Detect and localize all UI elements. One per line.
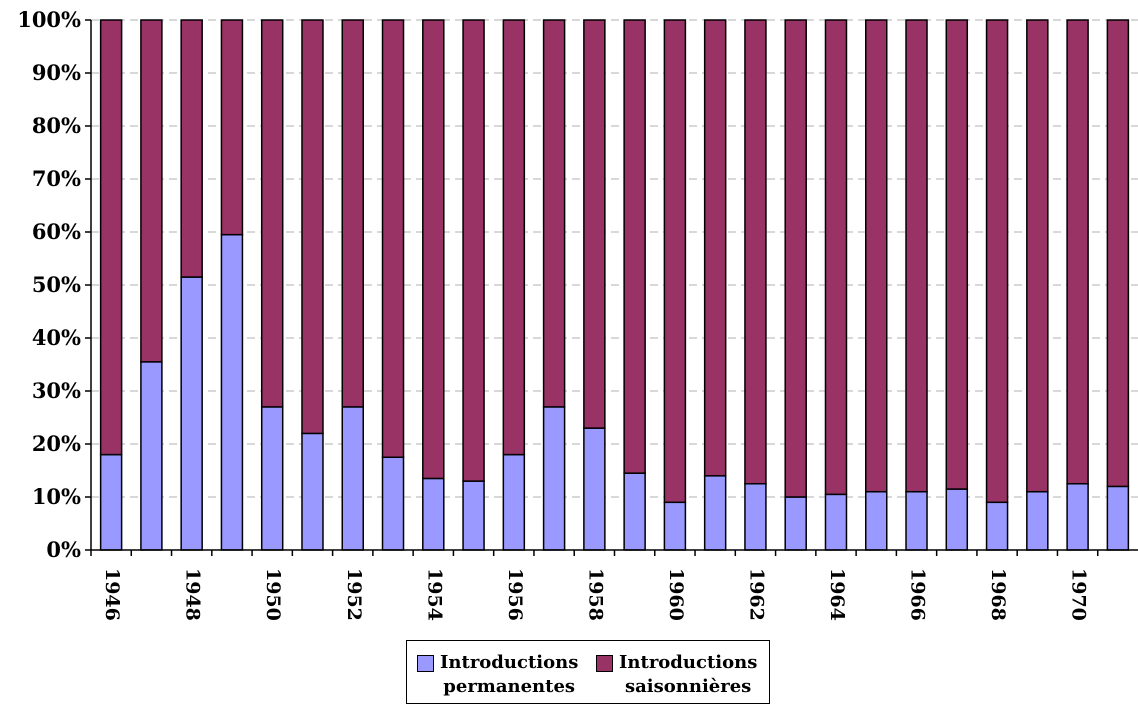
bar-segment-permanentes bbox=[301, 432, 324, 551]
y-tick-label: 60% bbox=[32, 219, 81, 244]
bar-segment-permanentes bbox=[1066, 483, 1089, 551]
legend-label-line1: Introductions bbox=[440, 652, 579, 673]
bar-segment-permanentes bbox=[140, 361, 163, 551]
x-tick-label: 1960 bbox=[665, 568, 687, 621]
bar-segment-saisonnieres bbox=[1026, 19, 1049, 493]
gridlines bbox=[91, 19, 1138, 498]
bar-segment-saisonnieres bbox=[502, 19, 526, 456]
bar-segment-permanentes bbox=[985, 501, 1009, 551]
bar-segment-permanentes bbox=[784, 496, 807, 551]
bar-segment-permanentes bbox=[583, 427, 606, 551]
bar-segment-permanentes bbox=[422, 477, 445, 551]
bar-segment-saisonnieres bbox=[945, 19, 969, 490]
bar-segment-saisonnieres bbox=[623, 19, 646, 474]
bar-segment-saisonnieres bbox=[341, 19, 364, 408]
y-tick-label: 30% bbox=[32, 378, 81, 403]
legend-item-permanentes: Introductions permanentes bbox=[417, 651, 578, 699]
y-tick-label: 0% bbox=[46, 537, 81, 562]
bar-segment-permanentes bbox=[945, 488, 969, 551]
bar-segment-permanentes bbox=[260, 406, 284, 551]
bar-segment-permanentes bbox=[905, 490, 928, 551]
bar-segment-saisonnieres bbox=[99, 19, 123, 456]
bar-segment-permanentes bbox=[502, 453, 526, 551]
x-tick-label: 1970 bbox=[1068, 568, 1090, 621]
y-tick-label: 50% bbox=[32, 272, 81, 297]
bar-segment-permanentes bbox=[381, 456, 405, 551]
bar-segment-permanentes bbox=[663, 501, 687, 551]
bars bbox=[99, 19, 1130, 551]
bar-segment-permanentes bbox=[220, 233, 244, 551]
bar-segment-permanentes bbox=[462, 480, 485, 551]
bar-segment-saisonnieres bbox=[784, 19, 807, 498]
bar-segment-saisonnieres bbox=[1066, 19, 1089, 485]
x-tick-label: 1968 bbox=[987, 568, 1009, 621]
y-tick-label: 70% bbox=[32, 166, 81, 191]
bar-segment-permanentes bbox=[865, 490, 888, 551]
y-axis-ticks: 0% 10% 20% 30% 40% 50% 60% 70% 80% 90% 100% bbox=[17, 7, 91, 562]
x-tick-label: 1952 bbox=[343, 568, 365, 621]
x-tick-label: 1946 bbox=[101, 568, 123, 621]
legend-swatch-saisonnieres bbox=[596, 655, 613, 672]
bar-segment-permanentes bbox=[623, 472, 646, 551]
bar-segment-saisonnieres bbox=[744, 19, 767, 485]
bar-segment-saisonnieres bbox=[824, 19, 848, 496]
x-tick-label: 1956 bbox=[504, 568, 526, 621]
y-tick-label: 100% bbox=[17, 7, 81, 32]
x-tick-label: 1962 bbox=[745, 568, 767, 621]
bar-segment-permanentes bbox=[703, 475, 727, 551]
bar-segment-saisonnieres bbox=[542, 19, 566, 408]
bar-segment-permanentes bbox=[180, 276, 203, 551]
legend: Introductions permanentes Introductions … bbox=[406, 640, 770, 704]
y-tick-label: 20% bbox=[32, 431, 81, 456]
bar-segment-permanentes bbox=[1106, 485, 1130, 551]
bar-segment-saisonnieres bbox=[301, 19, 324, 435]
bar-segment-saisonnieres bbox=[220, 19, 244, 236]
bar-segment-saisonnieres bbox=[180, 19, 203, 278]
bar-segment-saisonnieres bbox=[905, 19, 928, 493]
x-tick-label: 1958 bbox=[584, 568, 606, 621]
bar-segment-permanentes bbox=[99, 453, 123, 551]
y-tick-label: 10% bbox=[32, 484, 81, 509]
legend-label-line2: saisonnières bbox=[625, 676, 752, 697]
x-tick-label: 1954 bbox=[423, 568, 445, 621]
legend-item-saisonnieres: Introductions saisonnières bbox=[596, 651, 757, 699]
x-tick-label: 1966 bbox=[907, 568, 929, 621]
bar-segment-saisonnieres bbox=[583, 19, 606, 429]
bar-segment-permanentes bbox=[744, 483, 767, 551]
x-tick-label: 1948 bbox=[182, 568, 204, 621]
bar-segment-saisonnieres bbox=[985, 19, 1009, 504]
x-tick-label: 1964 bbox=[826, 568, 848, 621]
bar-segment-saisonnieres bbox=[703, 19, 727, 477]
x-axis-ticks: 1946 1948 1950 1952 1954 1956 1958 1960 1962 1964… bbox=[90, 550, 1099, 621]
y-tick-label: 80% bbox=[32, 113, 81, 138]
bar-segment-permanentes bbox=[341, 406, 364, 551]
bar-segment-saisonnieres bbox=[260, 19, 284, 408]
bar-segment-saisonnieres bbox=[865, 19, 888, 493]
legend-label-line2: permanentes bbox=[443, 676, 576, 697]
bar-segment-saisonnieres bbox=[1106, 19, 1130, 488]
x-tick-label: 1950 bbox=[262, 568, 284, 621]
y-tick-label: 40% bbox=[32, 325, 81, 350]
legend-swatch-permanentes bbox=[417, 655, 434, 672]
legend-label-line1: Introductions bbox=[619, 652, 758, 673]
bar-segment-saisonnieres bbox=[462, 19, 485, 482]
bar-segment-saisonnieres bbox=[140, 19, 163, 363]
bar-segment-saisonnieres bbox=[422, 19, 445, 480]
y-tick-label: 90% bbox=[32, 60, 81, 85]
bar-segment-permanentes bbox=[542, 406, 566, 551]
stacked-bar-chart: 0%10%20%30%40%50%60%70%80%90%100% 1946 19… bbox=[17, 7, 1138, 621]
bar-segment-saisonnieres bbox=[663, 19, 687, 504]
bar-segment-permanentes bbox=[1026, 490, 1049, 551]
bar-segment-saisonnieres bbox=[381, 19, 405, 458]
bar-segment-permanentes bbox=[824, 493, 848, 551]
